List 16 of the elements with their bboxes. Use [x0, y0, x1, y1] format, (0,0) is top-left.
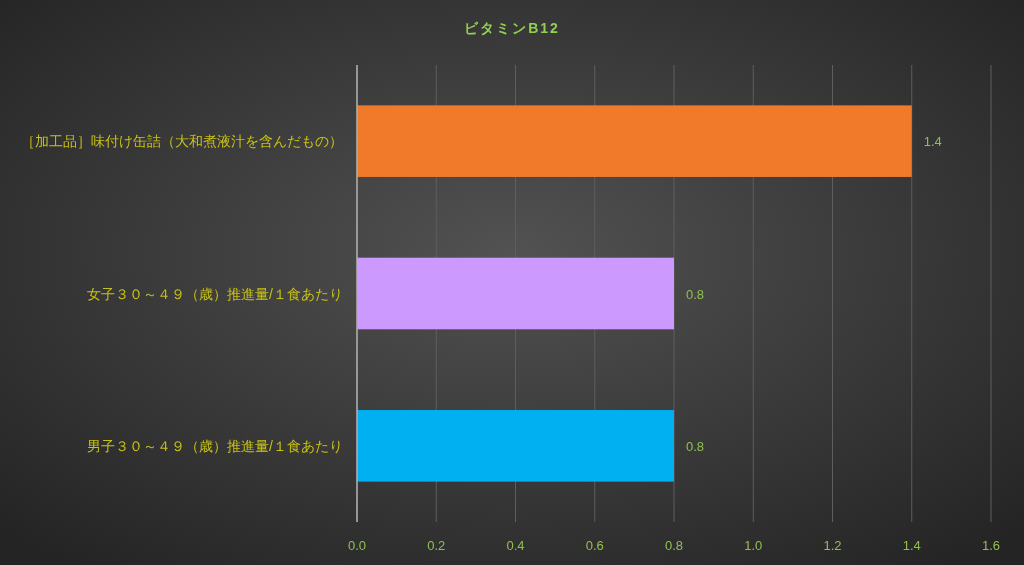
x-tick-label: 0.8 — [664, 538, 684, 553]
data-label: 0.8 — [686, 286, 705, 302]
y-tick-label: 男子３０～４９（歳）推進量/１食あたり — [87, 437, 343, 454]
data-label: 0.8 — [686, 438, 705, 454]
x-tick-label: 0.4 — [506, 538, 525, 553]
x-tick-label: 0.2 — [427, 538, 446, 553]
x-tick-label: 0.6 — [585, 538, 604, 553]
y-tick-label: ［加工品］味付け缶詰（大和煮液汁を含んだもの） — [21, 133, 343, 150]
x-tick-label: 1.4 — [902, 538, 921, 553]
y-tick-label: 女子３０～４９（歳）推進量/１食あたり — [87, 285, 343, 302]
chart-title: ビタミンB12 — [464, 20, 560, 36]
x-tick-label: 1.2 — [823, 538, 842, 553]
x-tick-label: 1.6 — [981, 538, 1001, 553]
data-label: 1.4 — [923, 134, 942, 150]
x-tick-label: 1.0 — [744, 538, 763, 553]
x-tick-label: 0.0 — [347, 538, 367, 553]
